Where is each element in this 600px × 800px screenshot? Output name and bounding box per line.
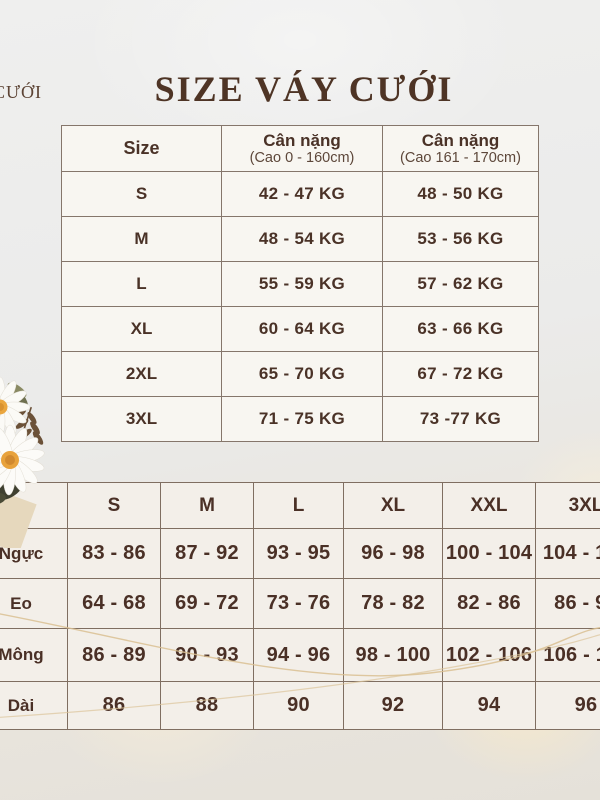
weight-cell: 73 -77 KG	[383, 397, 538, 441]
daisy-flower	[0, 424, 45, 496]
measurement-cell: 82 - 86	[443, 579, 535, 628]
weight-row-size: M	[62, 217, 221, 261]
measurement-cell: 90	[254, 682, 343, 729]
weight-cell: 63 - 66 KG	[383, 307, 538, 351]
weight-cell: 71 - 75 KG	[222, 397, 382, 441]
weight-cell: 67 - 72 KG	[383, 352, 538, 396]
measurement-row-label: Eo	[0, 579, 67, 628]
measurement-cell: 92	[344, 682, 442, 729]
weight-table: Size Cân nặng (Cao 0 - 160cm) Cân nặng (…	[61, 125, 539, 442]
measurement-cell: 86 - 89	[68, 629, 160, 681]
weight-row-size: 3XL	[62, 397, 221, 441]
weight-cell: 60 - 64 KG	[222, 307, 382, 351]
measurement-cell: 88	[161, 682, 253, 729]
weight-header1-subtitle: (Cao 0 - 160cm)	[249, 149, 355, 166]
measurement-cell: 86 - 95	[536, 579, 600, 628]
measurement-cell: 106 - 110	[536, 629, 600, 681]
daisy-flower	[0, 376, 31, 438]
measurement-cell: 102 - 106	[443, 629, 535, 681]
measurement-row-label: Mông	[0, 629, 67, 681]
weight-cell: 48 - 54 KG	[222, 217, 382, 261]
measurement-cell: 96	[536, 682, 600, 729]
weight-cell: 57 - 62 KG	[383, 262, 538, 306]
measurement-header-size: 3XL	[536, 483, 600, 528]
measurement-header-size: XXL	[443, 483, 535, 528]
measurement-header-size: XL	[344, 483, 442, 528]
measurement-cell: 100 - 104	[443, 529, 535, 578]
measurement-cell: 104 - 108	[536, 529, 600, 578]
weight-header2-subtitle: (Cao 161 - 170cm)	[400, 149, 521, 166]
measurement-cell: 83 - 86	[68, 529, 160, 578]
measurement-header-size: L	[254, 483, 343, 528]
weight-header2-title: Cân nặng	[421, 130, 500, 150]
measurement-header-size: M	[161, 483, 253, 528]
weight-row-size: XL	[62, 307, 221, 351]
weight-cell: 53 - 56 KG	[383, 217, 538, 261]
weight-table-header-size: Size	[62, 126, 221, 171]
weight-row-size: 2XL	[62, 352, 221, 396]
measurement-cell: 94 - 96	[254, 629, 343, 681]
measurement-cell: 93 - 95	[254, 529, 343, 578]
measurement-cell: 73 - 76	[254, 579, 343, 628]
weight-cell: 65 - 70 KG	[222, 352, 382, 396]
page-title: SIZE VÁY CƯỚI	[154, 69, 454, 110]
measurement-cell: 94	[443, 682, 535, 729]
measurement-cell: 98 - 100	[344, 629, 442, 681]
weight-row-size: S	[62, 172, 221, 216]
paper-card	[0, 486, 37, 548]
measurement-cell: 87 - 92	[161, 529, 253, 578]
measurement-cell: 69 - 72	[161, 579, 253, 628]
weight-header1-title: Cân nặng	[263, 130, 341, 150]
daisy-bouquet-decoration	[0, 376, 45, 548]
measurement-row-label: Dài	[0, 682, 67, 729]
weight-cell: 48 - 50 KG	[383, 172, 538, 216]
cropped-side-text: CƯỚI	[0, 82, 42, 102]
weight-table-header-col2: Cân nặng (Cao 161 - 170cm)	[383, 126, 538, 171]
measurement-table: S M L XL XXL 3XL Ngực 83 - 86 87 - 92 93…	[0, 482, 600, 730]
measurement-cell: 96 - 98	[344, 529, 442, 578]
measurement-cell: 64 - 68	[68, 579, 160, 628]
measurement-header-size: S	[68, 483, 160, 528]
weight-cell: 55 - 59 KG	[222, 262, 382, 306]
weight-row-size: L	[62, 262, 221, 306]
measurement-cell: 90 - 93	[161, 629, 253, 681]
measurement-cell: 86	[68, 682, 160, 729]
measurement-cell: 78 - 82	[344, 579, 442, 628]
weight-table-header-col1: Cân nặng (Cao 0 - 160cm)	[222, 126, 382, 171]
weight-cell: 42 - 47 KG	[222, 172, 382, 216]
